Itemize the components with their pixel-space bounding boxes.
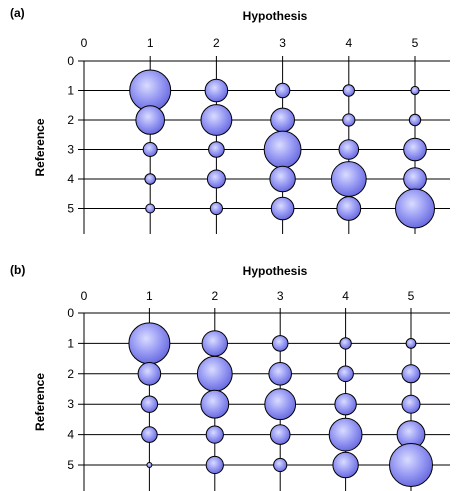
y-axis-title: Reference [33,118,47,176]
bubble-point [270,196,295,221]
bubble-point [395,188,435,229]
y-tick-label: 0 [67,54,74,68]
bubble-point [141,426,158,443]
y-tick-label: 2 [67,367,74,381]
bubble-point [200,104,233,136]
panel-label: (b) [10,263,25,277]
bubble-point [270,107,296,133]
y-tick-label: 2 [67,113,74,127]
panel-label: (a) [10,6,25,20]
bubble-point [264,388,297,421]
bubble-point [142,142,158,157]
bubble-point [205,425,224,444]
bubble-point [401,364,421,384]
x-tick-label: 4 [345,36,352,50]
y-tick-label: 3 [67,143,74,157]
bubble-point [401,394,421,414]
x-tick-label: 3 [279,36,286,50]
bubble-point [268,362,293,386]
bubble-point [273,457,288,473]
bubble-point [342,113,356,127]
bubble-point [337,365,354,383]
bubble-point [328,417,363,452]
x-tick-label: 0 [81,36,88,50]
bubble-point [201,330,229,357]
bubble-point [334,393,357,416]
y-tick-label: 4 [67,428,74,442]
x-tick-label: 5 [408,289,415,303]
bubble-point [269,424,291,445]
bubble-point [269,165,296,193]
x-tick-label: 1 [146,289,153,303]
bubble-panel-0: (a) Hypothesis Reference 0 1 2 3 4 5 0 1 2 3 4 5 [10,6,450,234]
bubble-point [330,161,367,197]
y-tick-label: 1 [67,84,74,98]
x-tick-label: 2 [213,36,220,50]
bubble-point [137,362,162,386]
y-tick-label: 1 [67,336,74,350]
x-tick-label: 3 [277,289,284,303]
bubble-point [410,85,420,96]
bubble-point [405,338,417,349]
bubble-point [135,105,165,135]
bubble-point [208,141,225,158]
bubble-point [146,462,153,468]
x-axis-title: Hypothesis [243,9,308,23]
y-tick-label: 3 [67,397,74,411]
x-axis-title: Hypothesis [243,264,308,278]
y-tick-label: 4 [67,172,74,186]
x-tick-label: 0 [81,289,88,303]
bubble-point [145,203,156,214]
y-axis-title: Reference [33,373,47,431]
bubble-point [144,173,156,185]
bubble-point [271,335,289,352]
bubble-point [336,196,362,221]
bubble-point [403,137,427,162]
bubble-point [204,78,229,103]
y-tick-label: 5 [67,202,74,216]
bubble-point [196,355,233,392]
bubble-point [274,82,291,99]
bubble-point [263,130,302,169]
bubble-point [129,69,172,112]
x-tick-label: 5 [412,36,419,50]
bubble-point [332,451,359,479]
bubble-point [200,389,230,419]
bubble-panel-1: (b) Hypothesis Reference 0 1 2 3 4 5 0 1 2 3 4 5 [10,263,450,491]
bubble-point [342,84,355,97]
bubble-point [338,139,360,160]
bubble-point [128,322,171,365]
x-tick-label: 4 [342,289,349,303]
bubble-point [205,455,224,475]
x-tick-label: 1 [147,36,154,50]
y-tick-label: 5 [67,458,74,472]
bubble-point [403,167,427,191]
bubble-point [209,201,223,216]
bubble-point [408,113,422,127]
y-tick-label: 0 [67,306,74,320]
bubble-point [140,395,159,413]
bubble-point [389,443,433,487]
x-tick-label: 2 [211,289,218,303]
bubble-point [206,169,226,189]
bubble-point [339,337,352,350]
